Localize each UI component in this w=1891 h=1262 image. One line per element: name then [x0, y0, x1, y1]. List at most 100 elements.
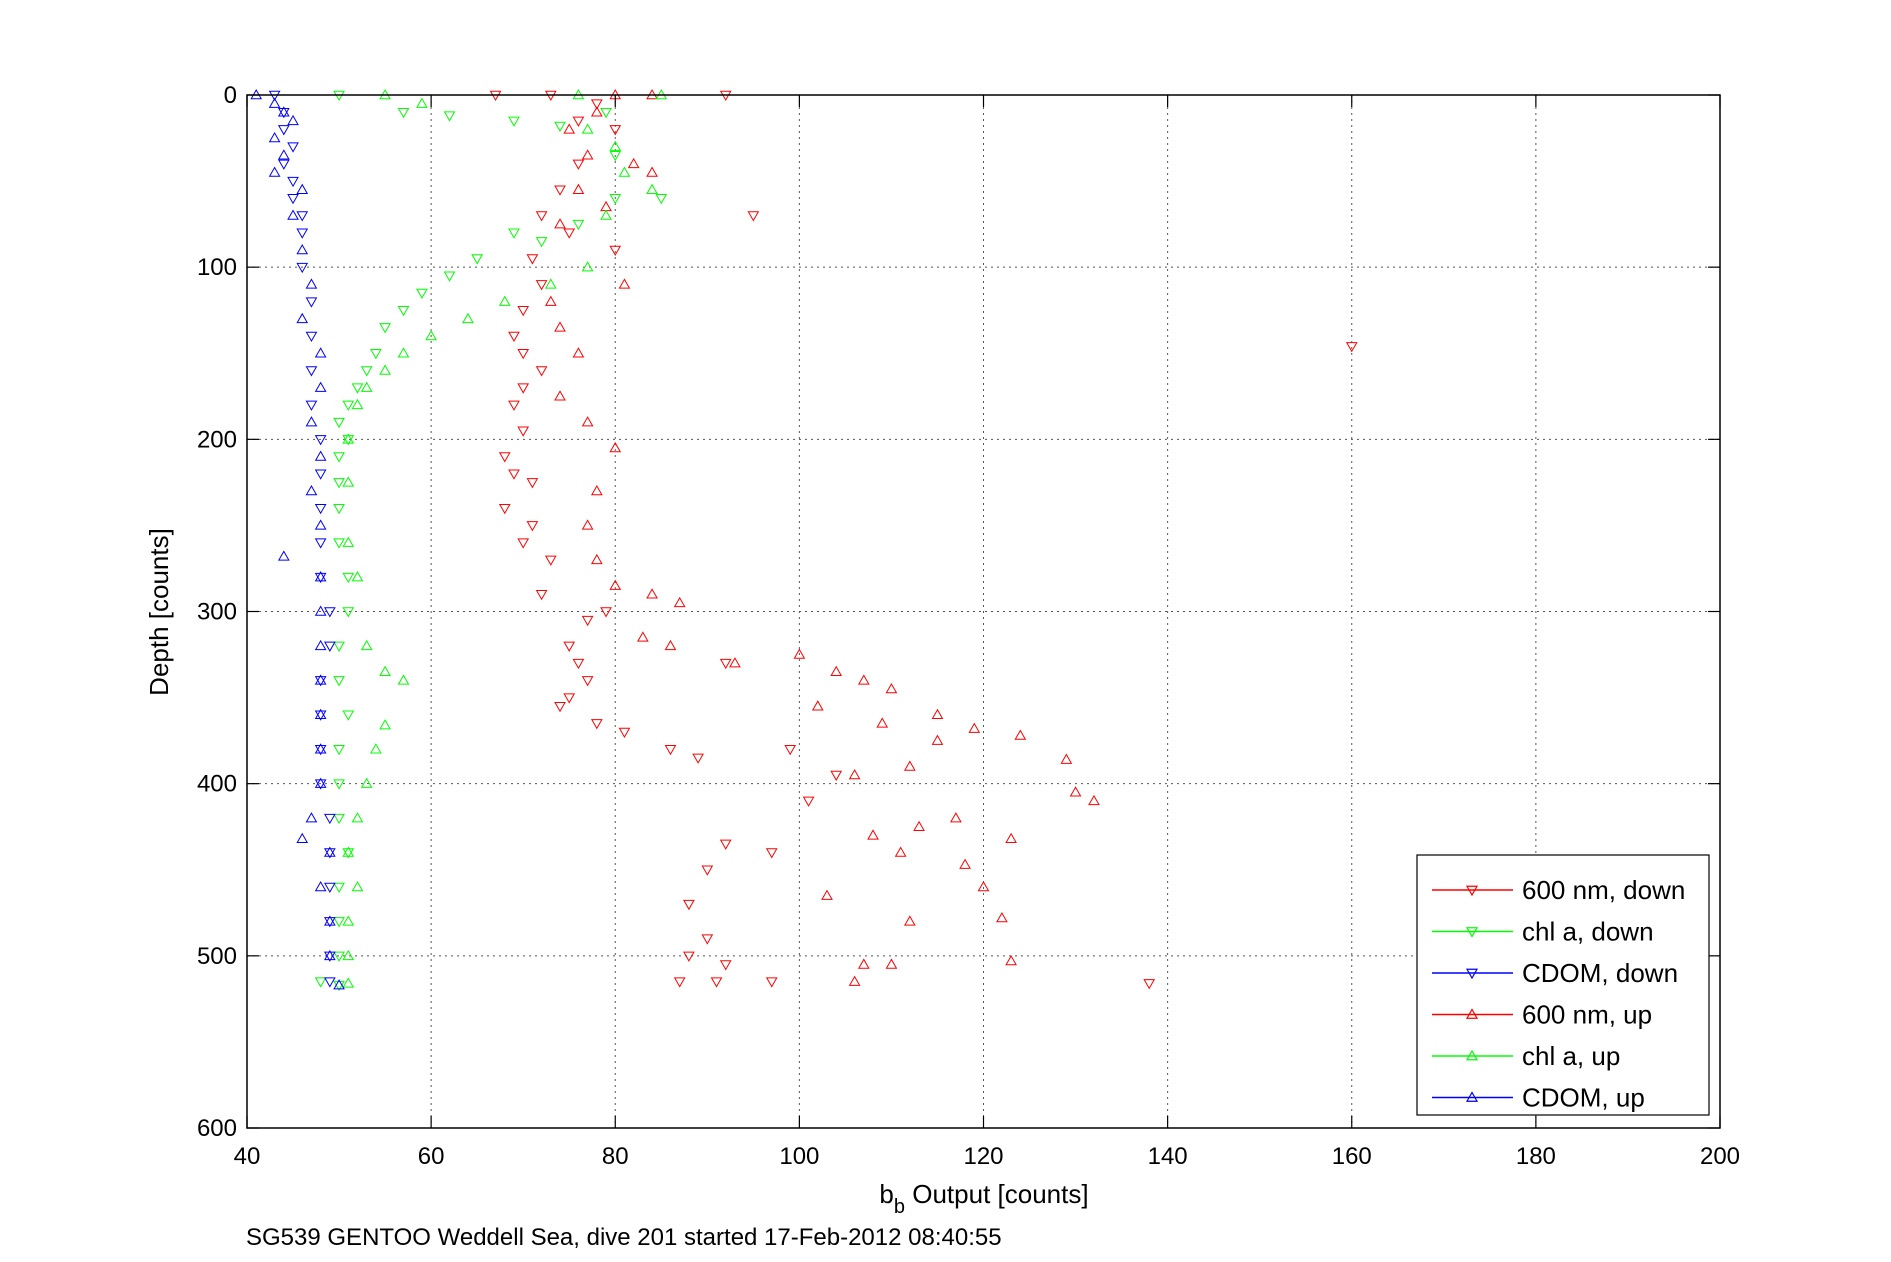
- x-tick-label: 160: [1332, 1143, 1372, 1170]
- data-point: [977, 880, 990, 892]
- data-point: [673, 977, 686, 988]
- data-point: [370, 743, 382, 754]
- data-point: [342, 977, 355, 988]
- data-point: [563, 228, 576, 239]
- data-point: [876, 717, 889, 728]
- data-point: [590, 99, 603, 110]
- y-tick-label: 100: [197, 254, 237, 281]
- data-point: [1005, 832, 1017, 844]
- data-point: [563, 641, 576, 652]
- data-point: [360, 777, 373, 788]
- data-point: [333, 538, 345, 549]
- data-point: [397, 305, 410, 317]
- data-point: [600, 200, 612, 212]
- data-point: [544, 295, 557, 306]
- data-point: [379, 364, 391, 375]
- data-point: [572, 347, 585, 358]
- legend-marker: [1465, 885, 1479, 897]
- data-point: [931, 734, 944, 745]
- data-point: [701, 865, 714, 876]
- legend: 600 nm, down chl a, down CDOM, down 600 nm,…: [1416, 854, 1710, 1116]
- x-tick-label: 60: [418, 1143, 445, 1170]
- data-point: [323, 917, 336, 928]
- x-axis-label-rest: Output [counts]: [905, 1179, 1089, 1209]
- data-point: [1345, 342, 1358, 353]
- data-point: [903, 915, 916, 926]
- x-tick-label: 180: [1516, 1143, 1556, 1170]
- data-point: [333, 979, 345, 990]
- data-point: [931, 708, 944, 720]
- data-point: [287, 176, 299, 188]
- data-point: [959, 858, 971, 869]
- data-point: [572, 658, 585, 670]
- data-point: [1060, 753, 1073, 764]
- data-point: [793, 648, 806, 659]
- data-point: [296, 832, 309, 844]
- data-point: [314, 469, 327, 480]
- data-point: [867, 829, 879, 840]
- data-point: [314, 503, 327, 515]
- data-point: [508, 469, 520, 480]
- data-point: [360, 366, 373, 377]
- data-point: [498, 503, 511, 515]
- data-point: [314, 572, 327, 584]
- data-point: [894, 846, 907, 857]
- data-point: [333, 917, 345, 928]
- data-point: [342, 848, 355, 859]
- data-point: [544, 278, 557, 289]
- data-point: [701, 934, 714, 945]
- data-point: [581, 149, 594, 160]
- data-point: [517, 426, 530, 437]
- data-point: [314, 880, 327, 892]
- data-point: [342, 710, 355, 721]
- data-point: [857, 958, 870, 969]
- data-point: [590, 719, 603, 730]
- data-point: [314, 777, 327, 788]
- data-point: [287, 142, 299, 153]
- data-point: [517, 349, 530, 360]
- data-point: [333, 980, 345, 992]
- data-point: [1088, 794, 1100, 806]
- data-point: [314, 639, 327, 651]
- data-point: [609, 245, 622, 256]
- data-point: [747, 211, 760, 222]
- data-point: [950, 812, 962, 823]
- data-point: [443, 111, 456, 122]
- data-point: [719, 960, 732, 971]
- data-point: [903, 760, 916, 771]
- data-point: [1143, 979, 1156, 990]
- data-point: [333, 503, 345, 515]
- data-point: [913, 820, 925, 831]
- data-point: [719, 658, 732, 670]
- legend-label: chl a, up: [1522, 1041, 1620, 1071]
- data-point: [296, 312, 309, 324]
- data-point: [554, 390, 566, 401]
- data-point: [333, 813, 345, 825]
- data-point: [590, 553, 603, 565]
- data-point: [342, 949, 355, 961]
- data-point: [508, 228, 520, 239]
- data-point: [1014, 729, 1027, 740]
- data-point: [351, 812, 364, 823]
- data-point: [581, 416, 594, 427]
- data-point: [351, 571, 364, 582]
- data-point: [683, 899, 695, 911]
- y-tick-label: 200: [197, 426, 237, 453]
- data-point: [379, 719, 391, 730]
- data-point: [572, 116, 585, 127]
- data-point: [646, 183, 658, 194]
- data-point: [857, 674, 870, 685]
- legend-box: [1416, 854, 1710, 1116]
- data-point: [600, 209, 612, 220]
- data-point: [885, 958, 898, 969]
- data-point: [609, 140, 622, 151]
- axis-ticks: 40 60 80 100 120 140 160 180 200 0 100 200 300 400 500…: [197, 82, 1740, 1170]
- data-point: [277, 107, 290, 119]
- data-point: [526, 254, 539, 265]
- x-axis-label: bb Output [counts]: [879, 1179, 1088, 1218]
- y-tick-label: 600: [197, 1115, 237, 1142]
- data-point: [572, 183, 585, 194]
- data-point: [802, 796, 815, 807]
- data-point: [342, 400, 355, 411]
- data-point: [821, 889, 833, 900]
